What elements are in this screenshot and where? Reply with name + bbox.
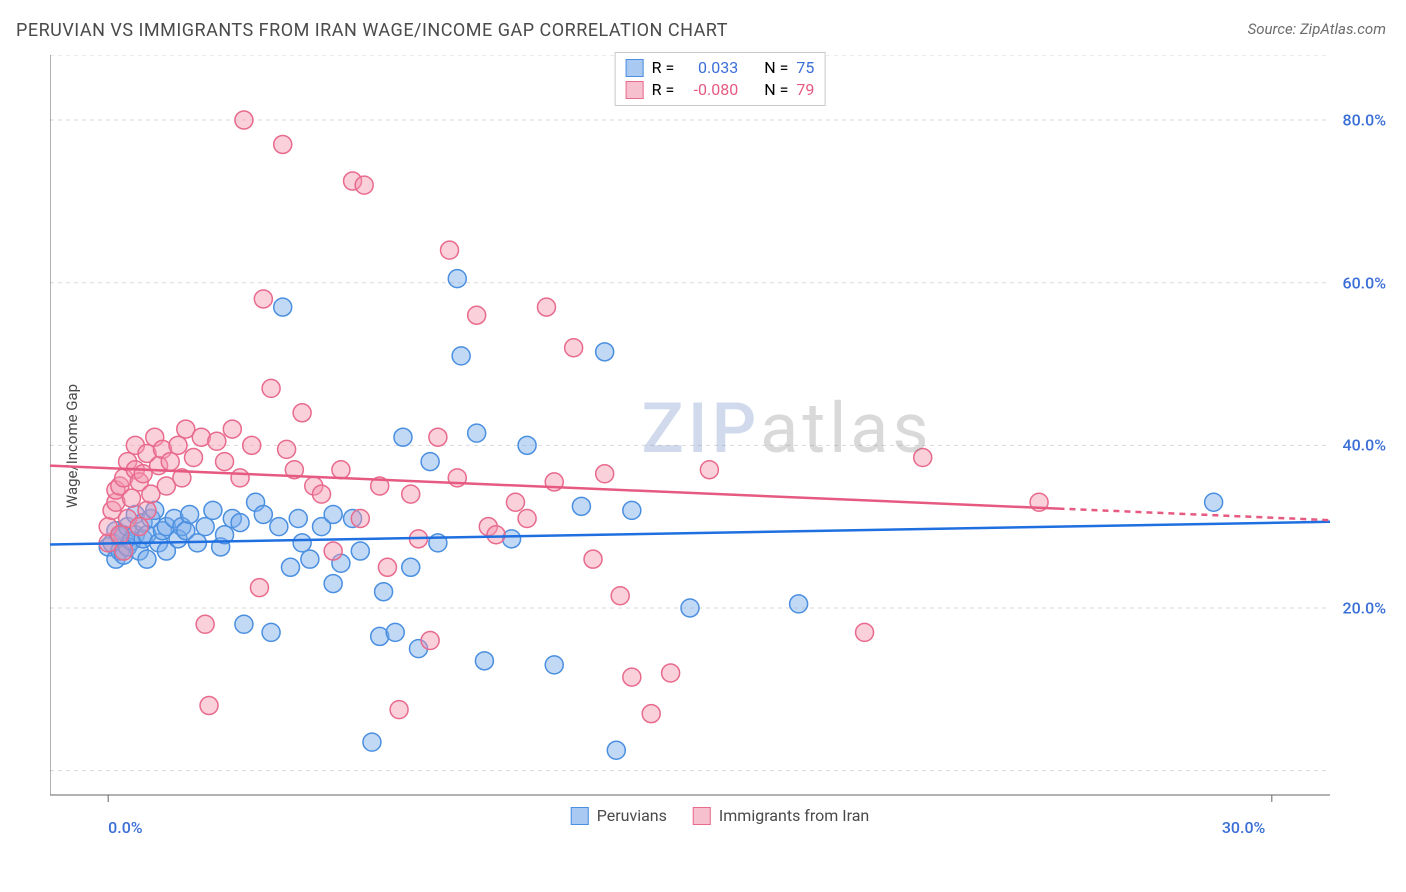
y-tick-label: 40.0% [1342,436,1386,455]
source-attribution: Source: ZipAtlas.com [1248,20,1386,38]
legend-item-0: Peruvians [571,806,667,825]
scatter-svg [50,55,1390,835]
stat-n-label: N = [764,57,788,79]
swatch-series-1 [626,81,644,99]
chart-container: PERUVIAN VS IMMIGRANTS FROM IRAN WAGE/IN… [0,0,1406,892]
x-tick-label: 30.0% [1222,818,1266,837]
stat-r-label: R = [652,57,675,79]
x-tick-label: 0.0% [108,818,142,837]
y-tick-label: 20.0% [1342,598,1386,617]
stat-r-value-0: 0.033 [682,57,738,79]
stat-r-value-1: -0.080 [682,79,738,101]
legend-swatch-1 [693,807,711,825]
swatch-series-0 [626,59,644,77]
y-tick-label: 80.0% [1342,111,1386,130]
stats-legend: R = 0.033 N = 75 R = -0.080 N = 79 [615,52,826,106]
chart-title: PERUVIAN VS IMMIGRANTS FROM IRAN WAGE/IN… [16,20,728,41]
series-legend: Peruvians Immigrants from Iran [571,806,870,825]
stat-n-value-0: 75 [796,57,814,79]
legend-item-1: Immigrants from Iran [693,806,869,825]
stat-n-value-1: 79 [796,79,814,101]
stat-r-label: R = [652,79,675,101]
legend-label-1: Immigrants from Iran [719,806,869,825]
plot-area: ZIPatlas R = 0.033 N = 75 R = -0.080 N =… [50,55,1390,835]
y-tick-label: 60.0% [1342,273,1386,292]
stat-n-label: N = [764,79,788,101]
legend-swatch-0 [571,807,589,825]
stats-row-series-1: R = -0.080 N = 79 [626,79,815,101]
stats-row-series-0: R = 0.033 N = 75 [626,57,815,79]
legend-label-0: Peruvians [597,806,667,825]
